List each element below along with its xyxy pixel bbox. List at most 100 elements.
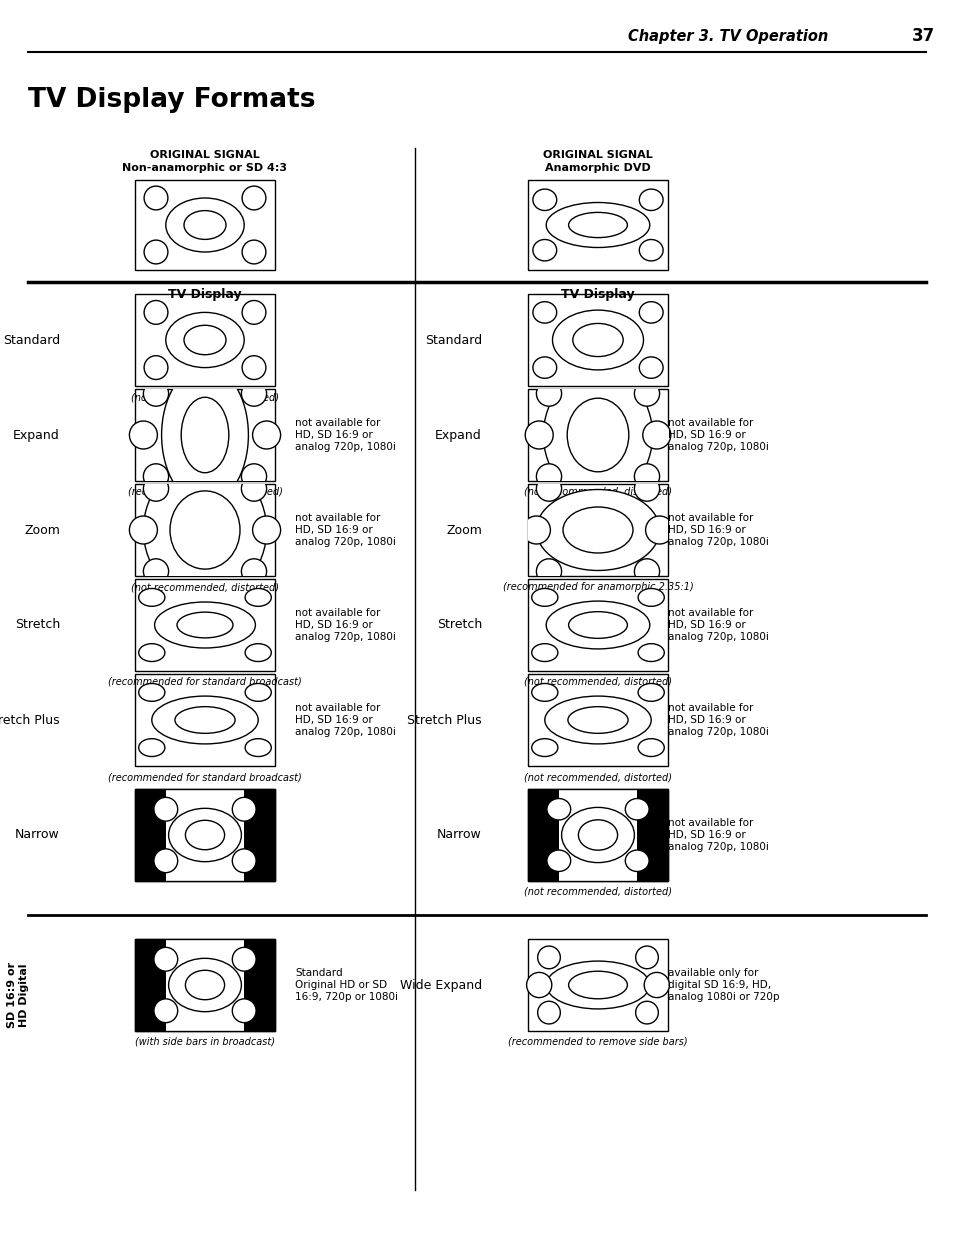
Text: Expand: Expand xyxy=(13,429,60,441)
Bar xyxy=(527,579,667,671)
Bar xyxy=(135,294,274,387)
Ellipse shape xyxy=(638,588,663,606)
Text: (with side bars in broadcast): (with side bars in broadcast) xyxy=(135,1037,274,1047)
Ellipse shape xyxy=(634,382,659,406)
Ellipse shape xyxy=(181,398,229,473)
Ellipse shape xyxy=(537,1002,559,1024)
Ellipse shape xyxy=(153,947,177,971)
Text: not available for
HD, SD 16:9 or
analog 720p, 1080i: not available for HD, SD 16:9 or analog … xyxy=(294,704,395,736)
Bar xyxy=(135,939,274,1031)
Ellipse shape xyxy=(185,971,224,999)
Bar xyxy=(527,180,667,270)
Ellipse shape xyxy=(543,370,652,499)
Text: Standard: Standard xyxy=(3,333,60,347)
Ellipse shape xyxy=(153,798,177,821)
Ellipse shape xyxy=(544,697,651,743)
Ellipse shape xyxy=(242,240,266,264)
Ellipse shape xyxy=(130,421,157,450)
Bar xyxy=(135,579,274,671)
Ellipse shape xyxy=(533,189,557,210)
Ellipse shape xyxy=(639,189,662,210)
Ellipse shape xyxy=(143,475,169,501)
Ellipse shape xyxy=(161,366,248,504)
Ellipse shape xyxy=(233,999,255,1023)
Bar xyxy=(527,294,667,387)
Bar xyxy=(135,484,274,576)
Text: available only for
digital SD 16:9, HD,
analog 1080i or 720p: available only for digital SD 16:9, HD, … xyxy=(667,968,779,1002)
Ellipse shape xyxy=(536,475,561,501)
Ellipse shape xyxy=(138,643,165,662)
Ellipse shape xyxy=(638,643,663,662)
Bar xyxy=(166,939,244,1031)
Ellipse shape xyxy=(241,475,266,501)
Text: Stretch Plus: Stretch Plus xyxy=(407,714,481,726)
Ellipse shape xyxy=(639,357,662,378)
Bar xyxy=(527,789,667,881)
Ellipse shape xyxy=(245,683,271,701)
Ellipse shape xyxy=(241,382,266,406)
Ellipse shape xyxy=(169,809,241,862)
Text: Stretch: Stretch xyxy=(14,619,60,631)
Ellipse shape xyxy=(233,848,255,873)
Bar xyxy=(527,389,667,480)
Ellipse shape xyxy=(522,516,550,543)
Ellipse shape xyxy=(536,464,561,489)
Ellipse shape xyxy=(245,643,271,662)
Ellipse shape xyxy=(152,697,258,743)
Bar xyxy=(135,294,274,387)
Ellipse shape xyxy=(242,300,266,325)
Bar xyxy=(135,789,274,881)
Text: not available for
HD, SD 16:9 or
analog 720p, 1080i: not available for HD, SD 16:9 or analog … xyxy=(667,514,768,547)
Ellipse shape xyxy=(143,558,169,584)
Ellipse shape xyxy=(169,958,241,1011)
Text: not available for
HD, SD 16:9 or
analog 720p, 1080i: not available for HD, SD 16:9 or analog … xyxy=(294,609,395,642)
Ellipse shape xyxy=(526,972,551,998)
Ellipse shape xyxy=(531,739,558,757)
Bar xyxy=(135,389,274,480)
Text: (not recommended, distorted): (not recommended, distorted) xyxy=(131,391,278,403)
Text: (recommended to remove side bars): (recommended to remove side bars) xyxy=(508,1037,687,1047)
Text: Stretch: Stretch xyxy=(436,619,481,631)
Ellipse shape xyxy=(531,643,558,662)
Ellipse shape xyxy=(634,464,659,489)
Text: Expand: Expand xyxy=(435,429,481,441)
Bar xyxy=(135,389,274,480)
Ellipse shape xyxy=(638,683,663,701)
Bar xyxy=(166,789,244,881)
Ellipse shape xyxy=(634,558,659,584)
Bar xyxy=(527,939,667,1031)
Text: Wide Expand: Wide Expand xyxy=(399,978,481,992)
Ellipse shape xyxy=(177,613,233,638)
Ellipse shape xyxy=(174,706,234,734)
Text: (not recommended, distorted): (not recommended, distorted) xyxy=(523,887,671,897)
Text: not available for
HD, SD 16:9 or
analog 720p, 1080i: not available for HD, SD 16:9 or analog … xyxy=(667,419,768,452)
Text: (recommended for anamorphic 2.35:1): (recommended for anamorphic 2.35:1) xyxy=(502,582,693,592)
Ellipse shape xyxy=(144,186,168,210)
Ellipse shape xyxy=(143,461,266,599)
Ellipse shape xyxy=(153,848,177,873)
Bar xyxy=(135,789,274,881)
Ellipse shape xyxy=(561,808,634,862)
Ellipse shape xyxy=(546,601,649,648)
Text: not available for
HD, SD 16:9 or
analog 720p, 1080i: not available for HD, SD 16:9 or analog … xyxy=(294,419,395,452)
Ellipse shape xyxy=(143,464,169,489)
Ellipse shape xyxy=(233,947,255,971)
Bar xyxy=(135,789,274,881)
Ellipse shape xyxy=(546,799,570,820)
Ellipse shape xyxy=(531,588,558,606)
Ellipse shape xyxy=(639,301,662,324)
Ellipse shape xyxy=(245,739,271,757)
Text: Standard
Original HD or SD
16:9, 720p or 1080i: Standard Original HD or SD 16:9, 720p or… xyxy=(294,968,397,1002)
Text: (recommended): (recommended) xyxy=(558,391,637,403)
Text: ORIGINAL SIGNAL: ORIGINAL SIGNAL xyxy=(542,149,652,161)
Ellipse shape xyxy=(533,357,557,378)
Ellipse shape xyxy=(643,972,669,998)
Text: Narrow: Narrow xyxy=(436,829,481,841)
Text: TV Display: TV Display xyxy=(560,288,634,301)
Text: Zoom: Zoom xyxy=(446,524,481,536)
Ellipse shape xyxy=(185,820,224,850)
Text: (recommended for standard broadcast): (recommended for standard broadcast) xyxy=(108,772,301,782)
Bar xyxy=(527,789,667,881)
Bar xyxy=(527,579,667,671)
Text: Anamorphic DVD: Anamorphic DVD xyxy=(544,163,650,173)
